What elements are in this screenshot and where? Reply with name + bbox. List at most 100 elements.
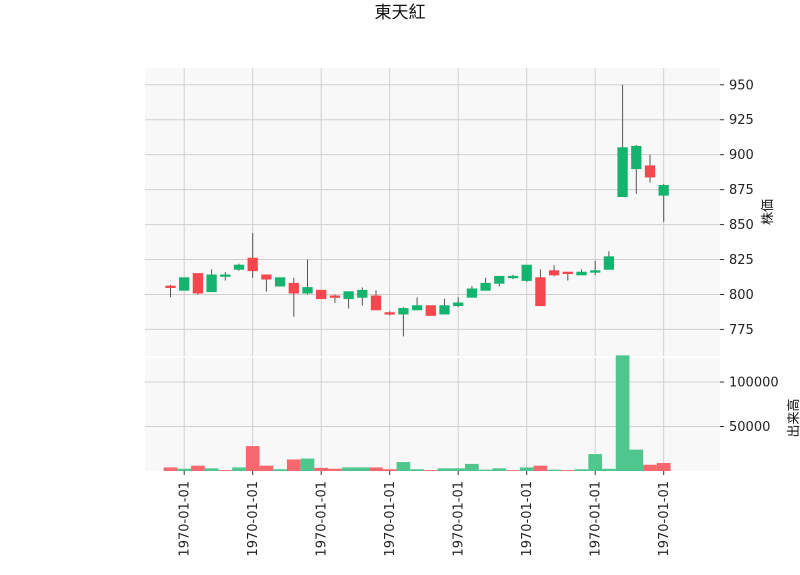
- candle-body: [329, 295, 341, 298]
- x-tick-label: 1970-01-01: [383, 481, 398, 557]
- price-axis-label: 株価: [761, 199, 776, 225]
- volume-bar: [204, 468, 219, 471]
- candle-body: [576, 271, 587, 276]
- price-tick-label: 925: [729, 113, 754, 128]
- volume-bar: [382, 469, 397, 471]
- candle-body: [179, 277, 190, 291]
- volume-bar: [396, 462, 411, 471]
- candle-body: [631, 145, 642, 170]
- volume-bar: [369, 467, 383, 471]
- candle-body: [206, 274, 217, 293]
- price-tick-label: 825: [729, 253, 754, 268]
- volume-bar: [232, 467, 246, 471]
- volume-tick-label: 100000: [729, 376, 779, 391]
- chart-title: 東天紅: [375, 3, 426, 23]
- x-tick-label: 1970-01-01: [178, 481, 193, 557]
- volume-bars: [163, 355, 671, 471]
- candlesticks: [165, 84, 669, 337]
- volume-bar: [629, 449, 644, 471]
- volume-bar: [451, 468, 466, 471]
- volume-bar: [492, 468, 507, 471]
- price-tick-label: 875: [729, 183, 754, 198]
- volume-bar: [547, 469, 561, 471]
- volume-bar: [245, 446, 260, 471]
- candle-body: [535, 277, 546, 307]
- x-tick-label: 1970-01-01: [246, 481, 261, 557]
- candle-body: [233, 264, 245, 270]
- candle-body: [411, 305, 423, 311]
- candle-body: [247, 257, 258, 272]
- candle-body: [192, 273, 204, 294]
- volume-bar: [656, 462, 671, 471]
- volume-bar: [533, 465, 548, 471]
- candle-body: [548, 270, 560, 276]
- price-tick-label: 850: [729, 218, 754, 233]
- volume-bar: [177, 468, 192, 471]
- volume-bar: [465, 463, 479, 471]
- candle-body: [521, 264, 532, 281]
- candle-body: [357, 289, 368, 298]
- price-tick-label: 800: [729, 288, 754, 303]
- candle-body: [480, 282, 491, 291]
- candle-body: [220, 274, 231, 277]
- volume-bar: [191, 465, 205, 471]
- volume-bar: [478, 469, 493, 471]
- price-tick-label: 775: [729, 323, 754, 338]
- volume-bar: [574, 469, 589, 471]
- candle-body: [343, 291, 354, 300]
- candle-body: [466, 288, 478, 298]
- candle-body: [302, 287, 313, 294]
- x-tick-label: 1970-01-01: [315, 481, 330, 557]
- candle-body: [562, 271, 573, 275]
- candle-body: [288, 282, 299, 294]
- candle-body: [590, 270, 601, 273]
- x-tick-label: 1970-01-01: [520, 481, 535, 557]
- volume-bar: [314, 467, 329, 471]
- candle-body: [439, 305, 450, 315]
- candle-body: [384, 312, 395, 315]
- candle-body: [370, 295, 382, 311]
- candle-body: [658, 185, 669, 196]
- volume-bar: [602, 468, 616, 471]
- price-tick-label: 950: [729, 78, 754, 93]
- volume-bar: [560, 470, 575, 471]
- candle-body: [425, 305, 436, 316]
- x-tick-label: 1970-01-01: [452, 481, 467, 557]
- x-tick-label: 1970-01-01: [589, 481, 604, 557]
- volume-bar: [519, 467, 534, 471]
- volume-bar: [423, 470, 438, 471]
- x-tick-labels: 1970-01-01 1970-01-01 1970-01-01 1970-01-01…: [178, 471, 672, 557]
- volume-axis-label: 出来高: [786, 398, 800, 437]
- volume-bar: [286, 459, 301, 471]
- candle-body: [507, 275, 519, 279]
- candle-body: [274, 277, 286, 287]
- volume-bar: [218, 470, 233, 471]
- volume-bar: [588, 454, 603, 471]
- volume-bar: [163, 467, 178, 471]
- volume-bar: [300, 458, 315, 471]
- volume-tick-label: 50000: [729, 420, 770, 435]
- volume-bar: [410, 469, 424, 471]
- candle-body: [261, 274, 272, 280]
- y-tick-labels: 775 800 825 850 875 900 925 950 50000 100000: [720, 78, 779, 435]
- candle-body: [603, 256, 615, 270]
- candle-body: [165, 285, 176, 288]
- volume-bar: [328, 468, 342, 471]
- volume-bar: [273, 469, 287, 471]
- candle-body: [644, 165, 656, 178]
- volume-bar: [355, 467, 370, 471]
- volume-bar: [437, 468, 452, 471]
- price-tick-label: 900: [729, 148, 754, 163]
- candle-body: [494, 275, 505, 284]
- candle-body: [398, 308, 409, 315]
- volume-bar: [506, 470, 520, 471]
- candle-body: [617, 147, 628, 198]
- volume-bar: [643, 464, 657, 471]
- volume-bar: [259, 465, 274, 471]
- candle-body: [316, 289, 327, 300]
- x-tick-label: 1970-01-01: [657, 481, 672, 557]
- candle-body: [453, 302, 464, 307]
- volume-bar: [341, 467, 356, 471]
- volume-bar: [615, 355, 630, 471]
